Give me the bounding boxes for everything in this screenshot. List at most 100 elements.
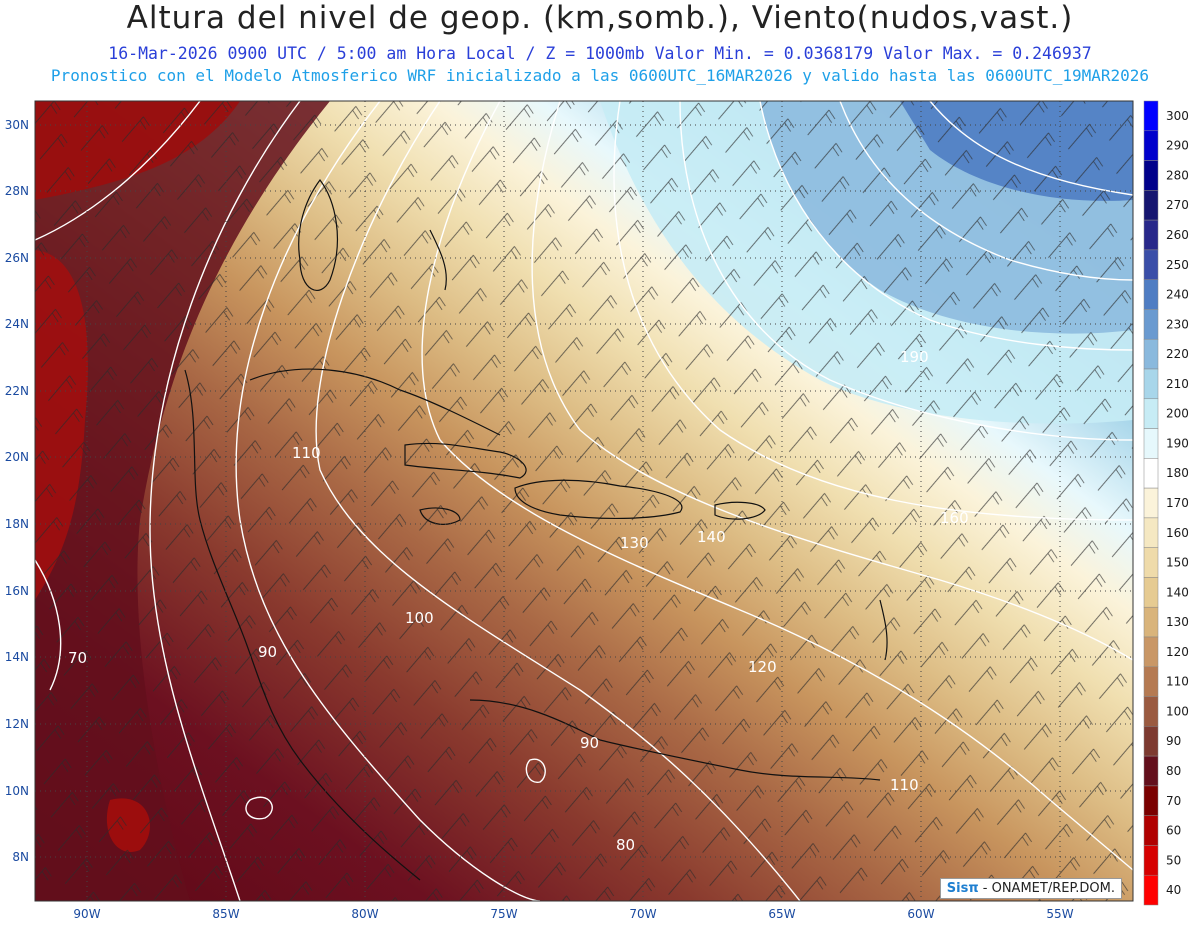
lat-tick-label: 16N [5,584,29,598]
sispi-logo: Sisπ [946,881,979,896]
contour-label: 110 [292,444,321,462]
lon-tick-label: 80W [351,907,378,921]
lon-axis: 90W 85W 80W 75W 70W 65W 60W 55W [73,907,1073,921]
colorbar-swatch [1143,696,1159,727]
colorbar-label: 40 [1166,883,1181,897]
lat-tick-label: 28N [5,184,29,198]
colorbar-swatch [1143,338,1159,370]
lat-tick-label: 10N [5,784,29,798]
colorbar-swatch [1143,160,1159,191]
forecast-time-subtitle: 16-Mar-2026 0900 UTC / 5:00 am Hora Loca… [108,44,1092,63]
colorbar-swatch [1143,666,1159,697]
colorbar-swatch [1143,874,1159,906]
contour-label: 90 [580,734,599,752]
colorbar-label: 160 [1166,526,1189,540]
plot-frame [34,100,1134,902]
colorbar-swatch [1143,219,1159,251]
lat-axis: 30N 28N 26N 24N 22N 20N 18N 16N 14N 12N … [5,118,29,864]
contour-label: 70 [68,649,87,667]
map-title: Altura del nivel de geop. (km,somb.), Vi… [126,0,1074,36]
colorbar-label: 110 [1166,675,1189,689]
contour-label: 110 [890,776,919,794]
colorbar-label: 260 [1166,228,1189,242]
colorbar-swatch [1143,726,1159,757]
colorbar-label: 80 [1166,764,1181,778]
contour-label: 120 [748,658,777,676]
lat-tick-label: 20N [5,450,29,464]
colorbar-swatch [1143,309,1159,340]
contour-label: 90 [258,643,277,661]
contour-label: 160 [940,509,969,527]
contour-label: 80 [616,836,635,854]
lat-tick-label: 26N [5,251,29,265]
colorbar-swatch [1143,755,1159,787]
contour-label: 190 [900,348,929,366]
colorbar-label: 170 [1166,496,1189,510]
colorbar-label: 200 [1166,407,1189,421]
colorbar-label: 70 [1166,794,1181,808]
geopotential-contours [35,101,1133,901]
lat-tick-label: 8N [12,850,29,864]
colorbar-label: 300 [1166,109,1189,123]
colorbar-label: 190 [1166,436,1189,450]
colorbar-label: 220 [1166,347,1189,361]
colorbar-swatch [1143,190,1159,221]
colorbar-label: 140 [1166,585,1189,599]
colorbar-swatch [1143,249,1159,280]
forecast-map: 70 90 110 100 130 140 160 190 120 90 110… [5,100,1189,921]
lon-tick-label: 70W [629,907,656,921]
contour-label: 140 [697,528,726,546]
colorbar-label: 250 [1166,258,1189,272]
colorbar-label: 90 [1166,734,1181,748]
colorbar-swatch [1143,517,1159,548]
colorbar-label: 130 [1166,615,1189,629]
lon-tick-label: 85W [212,907,239,921]
colorbar-swatch [1143,130,1159,161]
colorbar-label: 290 [1166,139,1189,153]
colorbar-swatch [1143,845,1159,876]
colorbar-label: 240 [1166,288,1189,302]
colorbar-swatch [1143,368,1159,400]
lon-tick-label: 60W [907,907,934,921]
colorbar-label: 230 [1166,317,1189,331]
colorbar-label: 60 [1166,824,1181,838]
colorbar-swatch [1143,547,1159,578]
colorbar-label: 120 [1166,645,1189,659]
colorbar-swatch [1143,577,1159,608]
colorbar-swatch [1143,815,1159,846]
contour-label: 100 [405,609,434,627]
colorbar-swatch [1143,606,1159,638]
colorbar-swatch [1143,636,1159,668]
lon-tick-label: 65W [768,907,795,921]
wind-barbs [35,101,1133,901]
contour-label: 130 [620,534,649,552]
colorbar-label: 180 [1166,466,1189,480]
credit-text: - ONAMET/REP.DOM. [982,881,1115,896]
lon-tick-label: 55W [1046,907,1073,921]
colorbar-label: 210 [1166,377,1189,391]
lat-tick-label: 22N [5,384,29,398]
lat-tick-label: 24N [5,317,29,331]
colorbar-swatch [1143,785,1159,816]
colorbar-swatch [1143,428,1159,459]
lat-tick-label: 14N [5,650,29,664]
coastlines [184,178,888,881]
credit-box: Sisπ - ONAMET/REP.DOM. [939,878,1122,899]
model-run-subtitle: Pronostico con el Modelo Atmosferico WRF… [50,66,1150,85]
color-scale-legend: 300 290 280 270 260 250 240 230 220 210 200 190 180 1… [1143,100,1189,906]
colorbar-swatch [1143,100,1159,132]
colorbar-label: 150 [1166,556,1189,570]
colorbar-swatch [1143,279,1159,310]
lat-tick-label: 18N [5,517,29,531]
lon-tick-label: 90W [73,907,100,921]
lat-tick-label: 30N [5,118,29,132]
colorbar-label: 50 [1166,853,1181,867]
lat-lon-grid [35,101,1133,901]
colorbar-swatch [1143,458,1159,489]
colorbar-swatch [1143,487,1159,519]
colorbar-swatch [1143,398,1159,429]
colorbar-label: 270 [1166,198,1189,212]
colorbar-label: 100 [1166,704,1189,718]
lon-tick-label: 75W [490,907,517,921]
colorbar-label: 280 [1166,168,1189,182]
